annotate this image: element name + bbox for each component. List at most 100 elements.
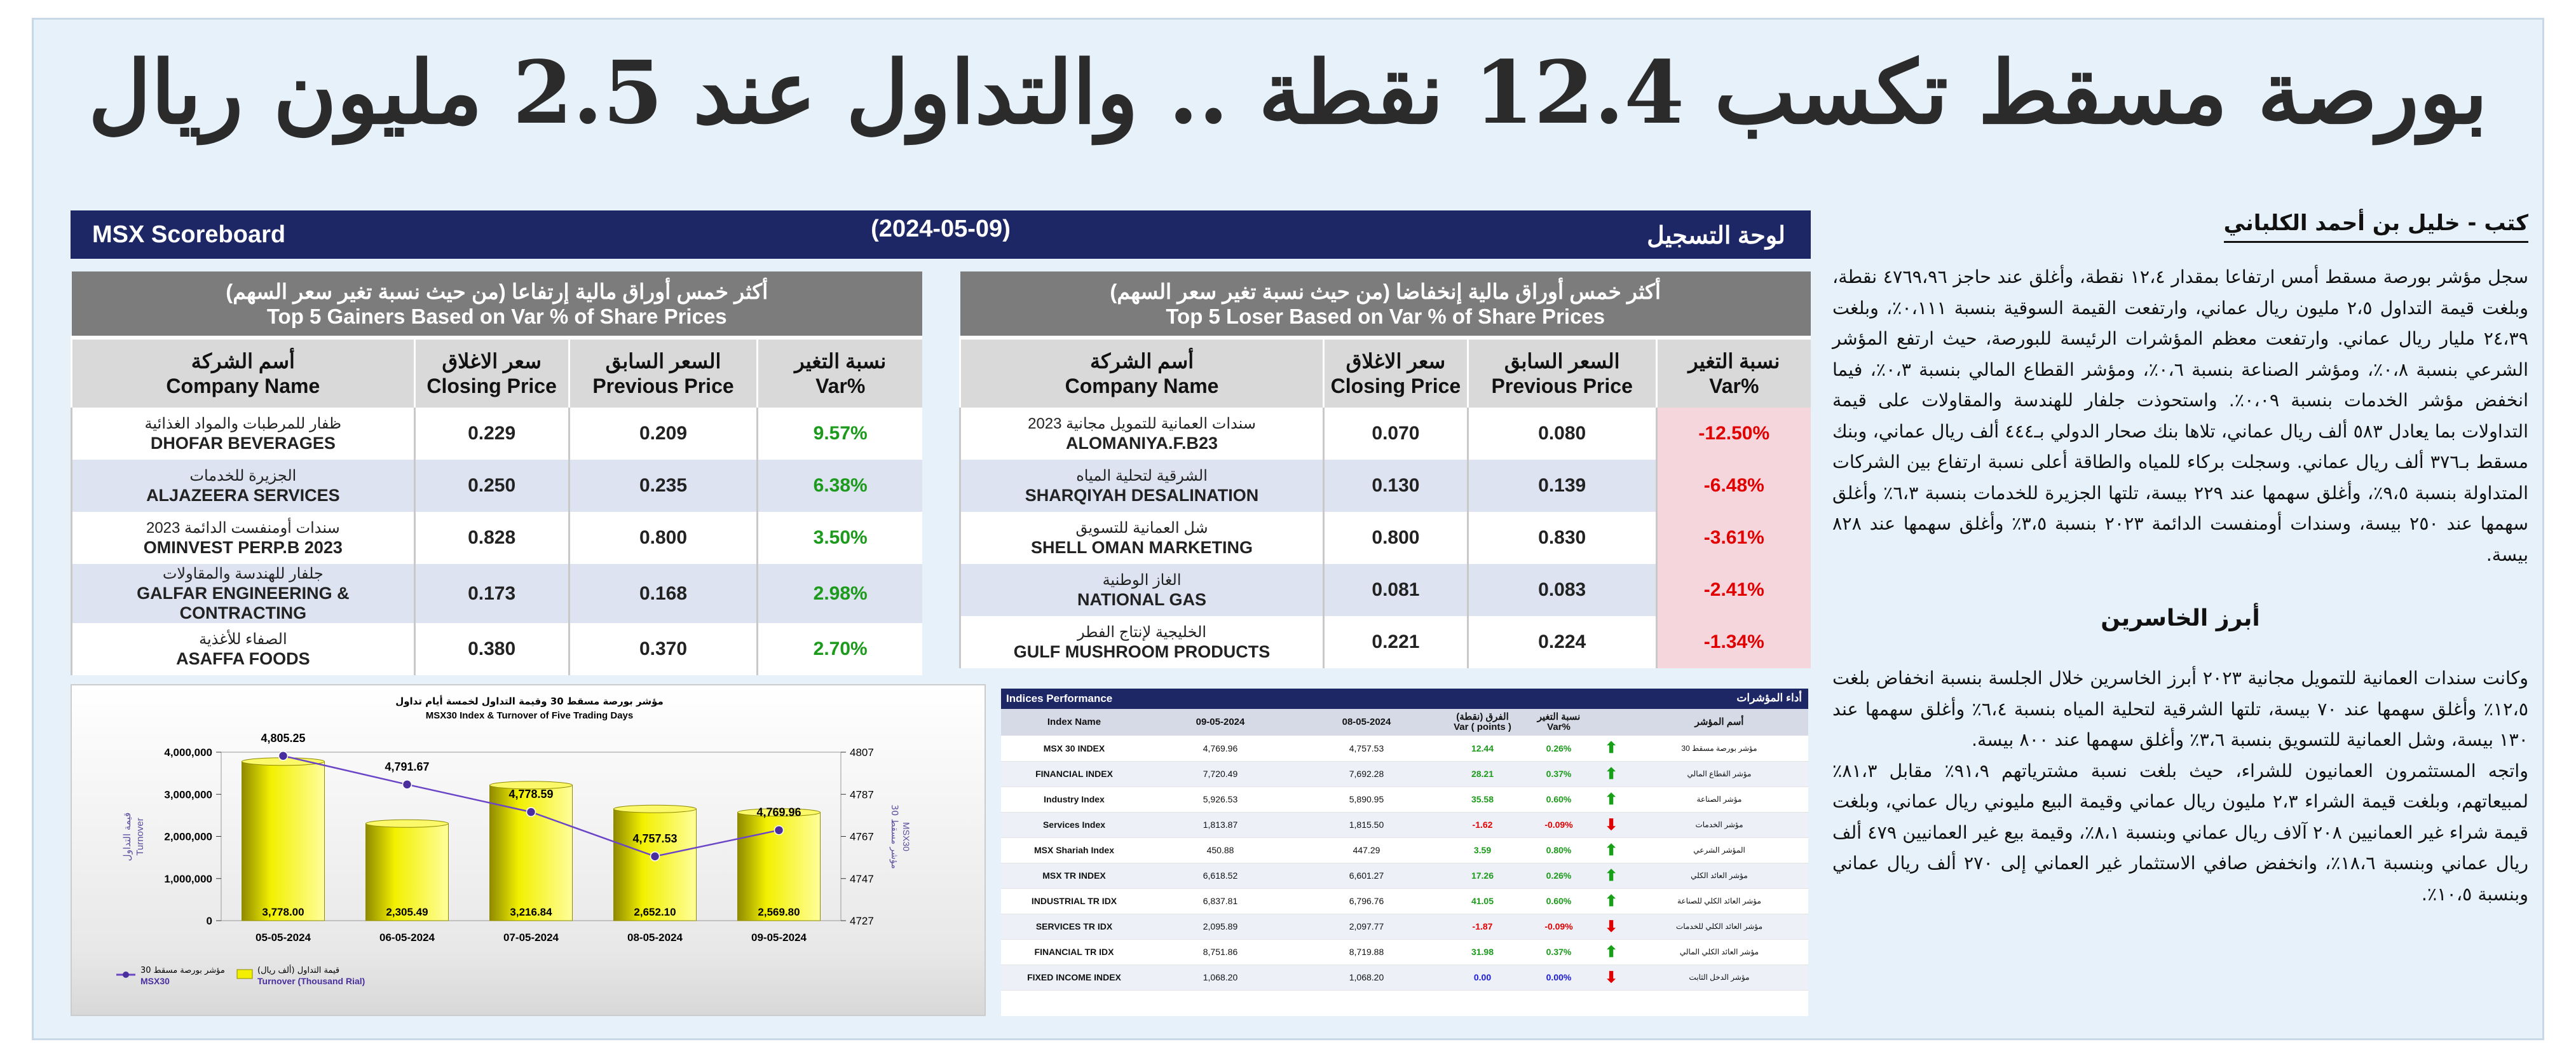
col-previous: السعر السابق Previous Price bbox=[568, 338, 758, 408]
col-company: أسم الشركة Company Name bbox=[958, 338, 1324, 408]
arrow-up-icon: ⬆ bbox=[1604, 867, 1618, 884]
index-arrow-cell: ⬆ bbox=[1592, 736, 1630, 762]
msx30-point-label: 4,791.67 bbox=[385, 760, 429, 773]
company-name-en: GALFAR ENGINEERING & CONTRACTING bbox=[137, 584, 350, 622]
y-left-tick-label: 2,000,000 bbox=[164, 831, 212, 843]
msx30-point bbox=[773, 825, 784, 835]
var-percent: -12.50% bbox=[1655, 408, 1811, 460]
closing-price: 0.070 bbox=[1323, 408, 1468, 460]
index-name-ar: مؤشر العائد الكلي للصناعة bbox=[1630, 888, 1808, 914]
gainers-caption-ar: أكثر خمس أوراق مالية إرتفاعا (من حيث نسب… bbox=[226, 279, 768, 303]
chart-svg: مؤشر بورصة مسقط 30 وقيمة التداول لخمسة أ… bbox=[116, 695, 911, 986]
company-cell: سندات أومنفست الدائمة 2023 OMINVEST PERP.… bbox=[71, 512, 415, 564]
col-previous-en: Previous Price bbox=[1491, 374, 1633, 397]
index-name: FIXED INCOME INDEX bbox=[1001, 965, 1147, 991]
losers-caption: أكثر خمس أوراق مالية إنخفاضا (من حيث نسب… bbox=[960, 271, 1811, 340]
company-name-en: GULF MUSHROOM PRODUCTS bbox=[1013, 642, 1271, 661]
var-percent: -3.61% bbox=[1655, 512, 1811, 564]
index-name-ar: مؤشر العائد الكلي المالي bbox=[1630, 939, 1808, 965]
turnover-bar-label: 2,652.10 bbox=[634, 906, 676, 918]
index-value-d1: 8,751.86 bbox=[1147, 939, 1293, 965]
x-tick-label: 09-05-2024 bbox=[751, 931, 807, 944]
scoreboard-title-en: MSX Scoreboard bbox=[92, 221, 286, 248]
index-row: FINANCIAL TR IDX 8,751.86 8,719.88 31.98 0.3… bbox=[1001, 939, 1808, 965]
y-right-axis-label-en: MSX30 bbox=[901, 822, 911, 851]
company-name-en: NATIONAL GAS bbox=[1077, 590, 1207, 609]
company-cell: سندات العمانية للتمويل مجانية 2023 ALOMAN… bbox=[958, 408, 1324, 460]
table-row: الجزيرة للخدمات ALJAZEERA SERVICES 0.250 0.… bbox=[71, 460, 922, 512]
ind-col-points-en: Var ( points ) bbox=[1454, 722, 1511, 732]
table-row: الصفاء للأغذية ASAFFA FOODS 0.380 0.370 2.70… bbox=[71, 623, 922, 675]
previous-price: 0.139 bbox=[1466, 460, 1657, 512]
company-name-en: ALOMANIYA.F.B23 bbox=[1066, 434, 1218, 453]
arrow-down-icon: ⬇ bbox=[1604, 816, 1618, 834]
losers-caption-ar: أكثر خمس أوراق مالية إنخفاضا (من حيث نسب… bbox=[1110, 279, 1661, 303]
y-right-tick-label: 4747 bbox=[850, 873, 874, 885]
table-row: شل العمانية للتسويق SHELL OMAN MARKETING 0… bbox=[958, 512, 1811, 564]
article-subheading: أبرز الخاسرين bbox=[2101, 605, 2260, 631]
index-row: Industry Index 5,926.53 5,890.95 35.58 0.60%… bbox=[1001, 787, 1808, 813]
article-paragraph: وكانت سندات العمانية للتمويل مجانية ٢٠٢٣… bbox=[1832, 668, 2528, 750]
index-name: MSX Shariah Index bbox=[1001, 837, 1147, 863]
index-value-d1: 6,837.81 bbox=[1147, 888, 1293, 914]
msx30-point-label: 4,757.53 bbox=[632, 832, 677, 845]
arrow-up-icon: ⬆ bbox=[1604, 841, 1618, 859]
table-row: سندات العمانية للتمويل مجانية 2023 ALOMAN… bbox=[958, 408, 1811, 460]
index-var-points: 35.58 bbox=[1440, 787, 1525, 813]
ind-col-d2: 08-05-2024 bbox=[1293, 709, 1440, 736]
ind-col-name: Index Name bbox=[1001, 709, 1147, 736]
indices-performance: Indices Performance أداء المؤشرات Index … bbox=[1001, 689, 1808, 1016]
company-name-en: SHELL OMAN MARKETING bbox=[1031, 538, 1253, 557]
closing-price: 0.173 bbox=[413, 564, 569, 623]
col-closing-en: Closing Price bbox=[426, 374, 557, 397]
index-value-d1: 4,769.96 bbox=[1147, 736, 1293, 762]
index-row: INDUSTRIAL TR IDX 6,837.81 6,796.76 41.05 0.… bbox=[1001, 888, 1808, 914]
col-closing-ar: سعر الاغلاق bbox=[1346, 349, 1446, 373]
index-name-ar: مؤشر الخدمات bbox=[1630, 812, 1808, 838]
y-left-tick-label: 3,000,000 bbox=[164, 788, 212, 800]
legend-turnover-swatch bbox=[236, 969, 253, 979]
col-var-en: Var% bbox=[815, 374, 866, 397]
company-cell: الخليجية لإنتاج الفطر GULF MUSHROOM PRODU… bbox=[958, 616, 1324, 668]
index-arrow-cell: ⬆ bbox=[1592, 837, 1630, 863]
ind-col-points: الفرق (نقطة) Var ( points ) bbox=[1440, 709, 1525, 736]
col-var-ar: نسبة التغير bbox=[794, 349, 887, 373]
company-cell: الصفاء للأغذية ASAFFA FOODS bbox=[71, 623, 415, 675]
ind-col-d1: 09-05-2024 bbox=[1147, 709, 1293, 736]
col-var-en: Var% bbox=[1709, 374, 1759, 397]
arrow-up-icon: ⬆ bbox=[1604, 892, 1618, 910]
gainers-body: ظفار للمرطبات والمواد الغذائية DHOFAR BEV… bbox=[71, 408, 922, 675]
ind-col-name-ar: أسم المؤشر bbox=[1630, 709, 1808, 736]
col-previous: السعر السابق Previous Price bbox=[1466, 338, 1657, 408]
index-value-d2: 1,815.50 bbox=[1293, 812, 1440, 838]
col-closing: سعر الاغلاق Closing Price bbox=[1323, 338, 1468, 408]
msx30-point-label: 4,778.59 bbox=[508, 788, 553, 800]
index-var-pct: 0.60% bbox=[1525, 787, 1592, 813]
msx-scoreboard: MSX Scoreboard (2024-05-09) لوحة التسجيل… bbox=[71, 210, 1811, 678]
index-name-ar: مؤشر الدخل الثابت bbox=[1630, 965, 1808, 991]
col-closing: سعر الاغلاق Closing Price bbox=[413, 338, 569, 408]
company-name-en: OMINVEST PERP.B 2023 bbox=[143, 538, 343, 557]
col-previous-ar: السعر السابق bbox=[1504, 349, 1620, 373]
turnover-bar-top bbox=[613, 804, 697, 813]
indices-body: MSX 30 INDEX 4,769.96 4,757.53 12.44 0.26% ⬆ م… bbox=[1001, 736, 1808, 991]
index-var-pct: -0.09% bbox=[1525, 914, 1592, 940]
company-name-ar: الغاز الوطنية bbox=[1102, 572, 1182, 589]
index-arrow-cell: ⬆ bbox=[1592, 939, 1630, 965]
gainers-caption-en: Top 5 Gainers Based on Var % of Share Pr… bbox=[266, 304, 727, 328]
index-name-ar: المؤشر الشرعي bbox=[1630, 837, 1808, 863]
y-right-tick-label: 4787 bbox=[850, 788, 874, 800]
legend-turnover-en: Turnover (Thousand Rial) bbox=[257, 976, 365, 986]
index-arrow-cell: ⬆ bbox=[1592, 863, 1630, 889]
index-value-d2: 447.29 bbox=[1293, 837, 1440, 863]
index-row: FINANCIAL INDEX 7,720.49 7,692.28 28.21 0.37… bbox=[1001, 761, 1808, 787]
y-left-tick-label: 0 bbox=[207, 915, 212, 927]
company-name-en: ALJAZEERA SERVICES bbox=[146, 486, 340, 505]
index-value-d1: 1,813.87 bbox=[1147, 812, 1293, 838]
index-value-d2: 5,890.95 bbox=[1293, 787, 1440, 813]
index-name-ar: مؤشر العائد الكلي للخدمات bbox=[1630, 914, 1808, 940]
var-percent: 2.70% bbox=[756, 623, 922, 675]
col-company-ar: أسم الشركة bbox=[191, 349, 295, 373]
index-value-d2: 2,097.77 bbox=[1293, 914, 1440, 940]
y-left-tick-label: 4,000,000 bbox=[164, 746, 212, 759]
